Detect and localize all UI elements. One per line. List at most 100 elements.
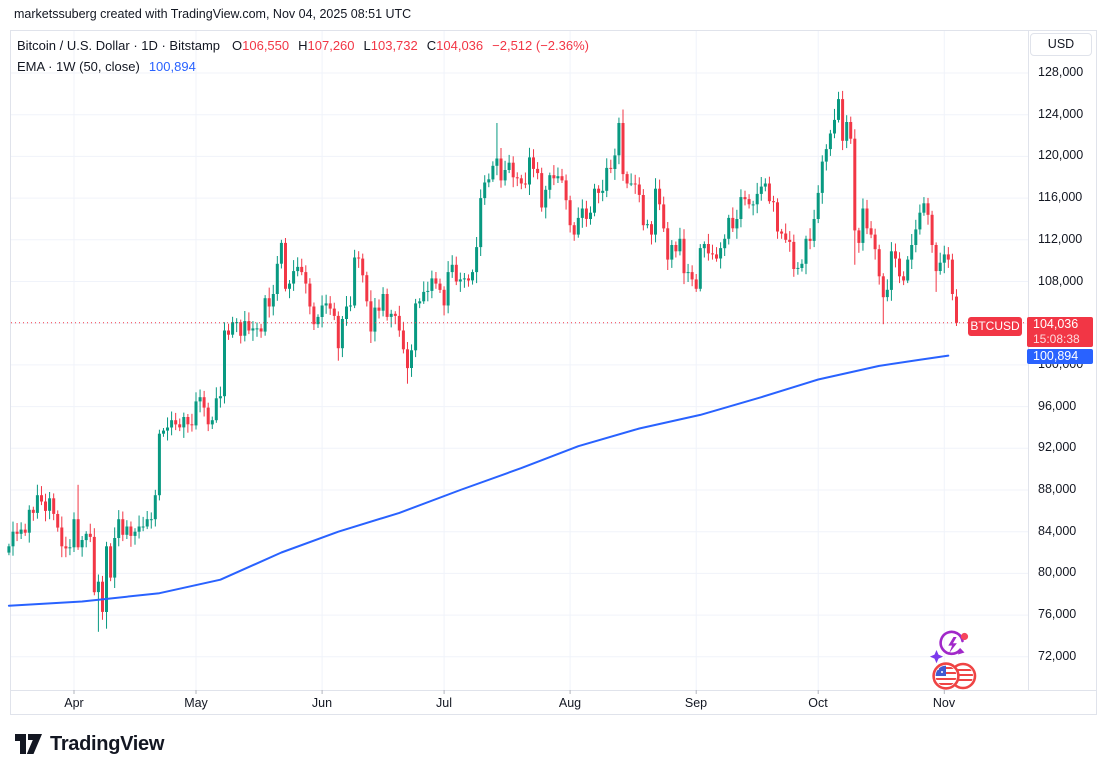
candle-body — [751, 204, 755, 206]
candle-body — [292, 271, 296, 284]
candle-body — [910, 245, 914, 260]
candle-body — [60, 527, 64, 547]
time-axis-separator — [10, 690, 1097, 691]
candle-body — [955, 296, 958, 323]
candle-body — [340, 319, 344, 349]
candle-body — [296, 266, 300, 272]
candle-body — [621, 123, 625, 175]
candle-body — [324, 303, 328, 306]
price-tick-label: 120,000 — [1038, 148, 1084, 162]
candle-body — [442, 289, 446, 306]
candle-body — [499, 158, 503, 181]
candle-body — [580, 208, 584, 218]
candle-body — [682, 238, 686, 274]
candle-body — [11, 531, 15, 547]
candle-body — [471, 272, 474, 281]
price-tick-label: 72,000 — [1038, 649, 1077, 663]
price-tick-label: 108,000 — [1038, 274, 1084, 288]
candle-body — [227, 330, 230, 335]
symbol-title: Bitcoin / U.S. Dollar · 1D · Bitstamp — [17, 38, 220, 53]
candle-body — [706, 244, 710, 254]
candle-body — [76, 519, 80, 548]
currency-usd-button[interactable]: USD — [1030, 33, 1092, 56]
candle-body — [284, 242, 287, 289]
candle-body — [279, 242, 283, 264]
candle-body — [345, 306, 348, 319]
candle-body — [629, 183, 633, 185]
candle-body — [503, 170, 507, 181]
candle-body — [361, 258, 365, 276]
candle-body — [401, 330, 405, 350]
candle-body — [698, 248, 702, 289]
candle-body — [206, 407, 210, 425]
candle-body — [446, 272, 450, 306]
month-label: Aug — [558, 696, 582, 710]
chart-stickers — [929, 630, 977, 690]
candle-body — [263, 298, 267, 332]
candle-body — [755, 193, 759, 205]
candle-body — [934, 245, 938, 272]
candle-body — [414, 303, 418, 351]
candle-body — [617, 123, 621, 156]
candle-body — [735, 219, 739, 229]
candle-body — [690, 272, 694, 280]
candle-body — [767, 183, 771, 202]
candle-body — [170, 420, 174, 428]
candle-body — [157, 433, 161, 496]
candle-body — [556, 176, 560, 179]
candle-body — [48, 498, 52, 511]
candle-body — [52, 498, 56, 514]
candle-body — [320, 305, 324, 317]
ohlc-o: O106,550 — [232, 38, 290, 53]
usd-coins-icon — [932, 662, 977, 690]
candle-body — [353, 257, 357, 306]
candle-body — [532, 157, 535, 169]
candle-body — [19, 529, 23, 534]
candle-body — [393, 313, 397, 316]
attribution-text: marketssuberg created with TradingView.c… — [14, 7, 412, 21]
candle-body — [475, 247, 479, 273]
candle-body — [487, 179, 491, 183]
candle-body — [548, 175, 552, 190]
candle-body — [658, 188, 662, 205]
candle-body — [235, 322, 239, 324]
refresh-spark-icon — [929, 630, 969, 664]
price-tick-label: 84,000 — [1038, 524, 1077, 538]
candle-body — [15, 531, 19, 534]
candle-body — [450, 264, 454, 273]
candle-body — [926, 203, 930, 215]
candle-body — [507, 162, 511, 170]
candle-body — [365, 275, 369, 302]
candle-body — [922, 203, 926, 213]
candle-body — [609, 167, 613, 169]
candle-body — [788, 239, 792, 242]
candle-body — [137, 526, 141, 532]
candle-body — [511, 162, 515, 178]
candle-body — [772, 201, 775, 203]
candle-body — [31, 509, 35, 513]
candle-body — [243, 321, 247, 336]
candle-body — [479, 198, 483, 248]
candle-body — [694, 279, 698, 289]
candle-body — [162, 430, 165, 434]
candle-body — [80, 540, 84, 548]
candle-body — [828, 133, 832, 150]
candle-body — [841, 99, 845, 141]
candle-body — [198, 397, 202, 402]
candle-body — [113, 538, 117, 578]
candle-body — [666, 228, 670, 260]
candle-body — [312, 306, 316, 325]
time-axis[interactable]: Apr May Jun Jul Aug Sep Oct Nov — [0, 690, 1107, 716]
candle-body — [845, 122, 849, 141]
candle-body — [377, 307, 381, 311]
candle-body — [593, 188, 596, 213]
candle-body — [68, 547, 72, 549]
candle-body — [438, 283, 442, 290]
candle-body — [885, 289, 889, 298]
candle-body — [316, 316, 320, 325]
candle-body — [942, 254, 946, 263]
candle-body — [23, 529, 27, 533]
candle-body — [174, 420, 178, 425]
candle-body — [881, 276, 885, 298]
